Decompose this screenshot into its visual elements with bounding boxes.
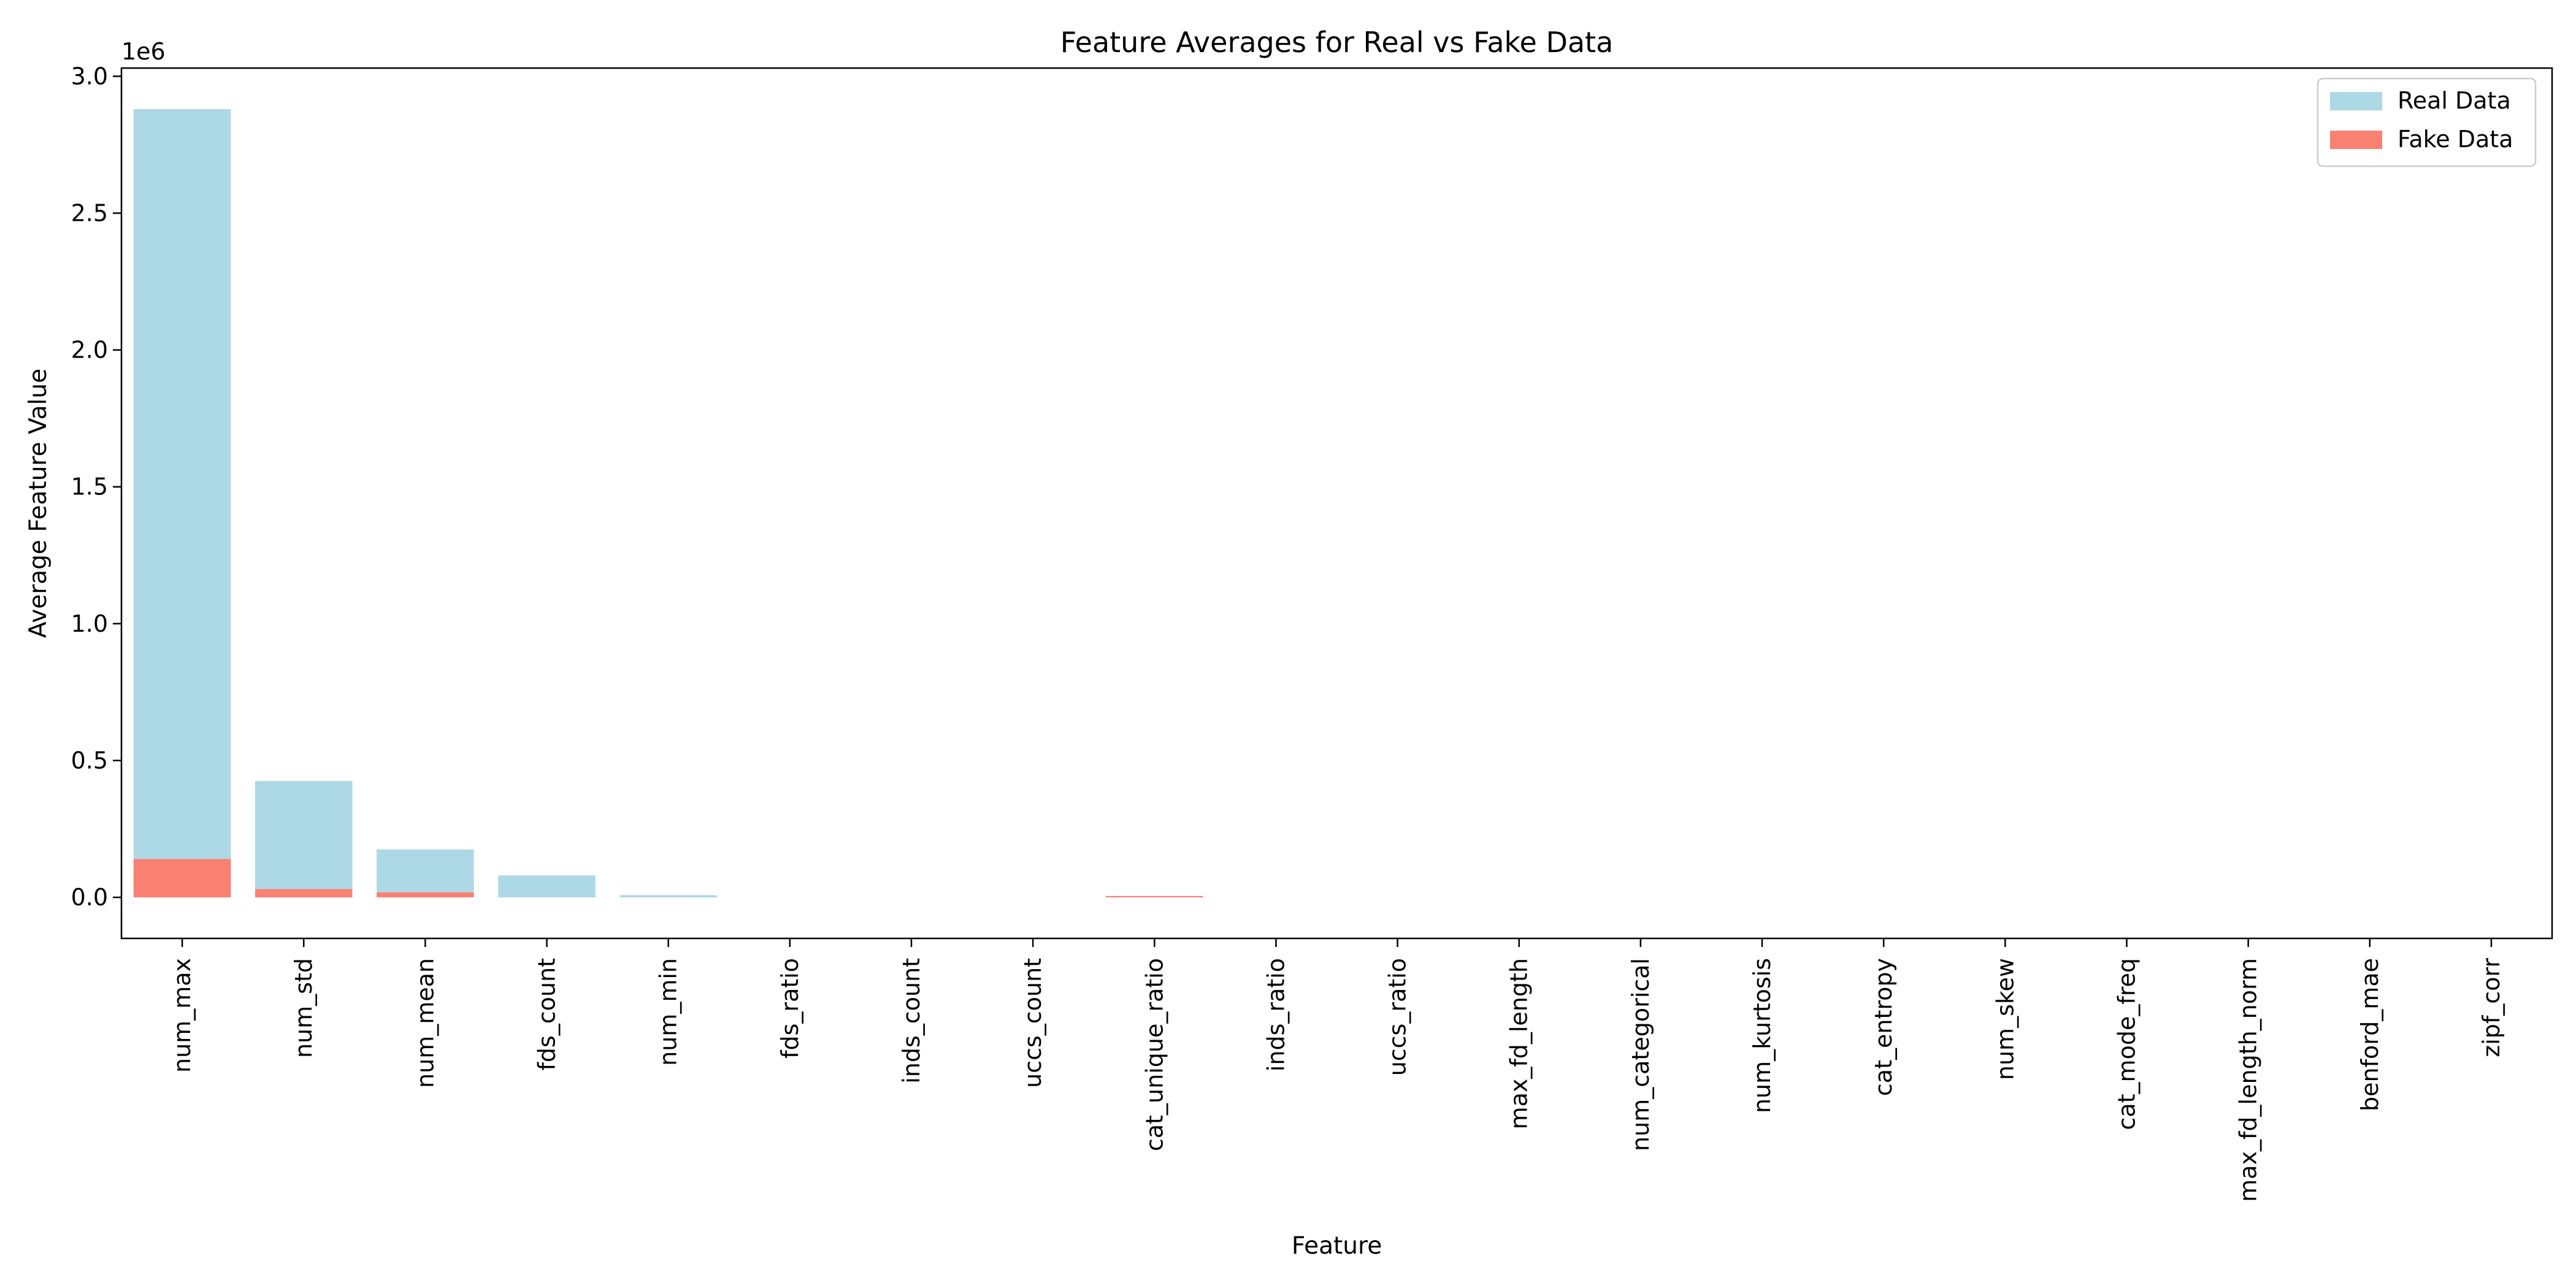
x-tick-label-cat-mode-freq: cat_mode_freq — [2113, 958, 2140, 1130]
x-tick-label-cat-unique-ratio: cat_unique_ratio — [1141, 958, 1168, 1151]
bar-real-data-num-min — [619, 895, 717, 898]
plot-frame — [120, 67, 2553, 940]
bar-fake-data-num-mean — [377, 892, 474, 898]
x-axis-label: Feature — [1292, 1232, 1382, 1260]
x-tick-label-inds-ratio: inds_ratio — [1262, 958, 1289, 1071]
y-tick-label: 1.0 — [71, 610, 108, 637]
x-tick-label-num-min: num_min — [655, 958, 682, 1066]
x-tick-label-inds-count: inds_count — [898, 958, 925, 1084]
bars-group — [133, 109, 1203, 898]
bar-real-data-fds-count — [498, 875, 596, 898]
y-tick-label: 0.5 — [71, 747, 108, 774]
x-tick-label-num-mean: num_mean — [412, 958, 439, 1088]
y-tick-label: 2.5 — [71, 200, 108, 227]
y-tick-label: 3.0 — [71, 63, 108, 90]
y-tick-label: 1.5 — [71, 473, 108, 500]
x-tick-label-benford-mae: benford_mae — [2356, 958, 2383, 1111]
x-tick-label-uccs-ratio: uccs_ratio — [1384, 958, 1411, 1076]
x-tick-label-max-fd-length-norm: max_fd_length_norm — [2235, 958, 2262, 1202]
x-tick-label-num-categorical: num_categorical — [1627, 958, 1654, 1151]
x-tick-label-cat-entropy: cat_entropy — [1870, 958, 1897, 1096]
legend-label: Real Data — [2398, 87, 2511, 114]
chart-title: Feature Averages for Real vs Fake Data — [1060, 26, 1614, 59]
bar-real-data-num-max — [133, 109, 231, 898]
x-tick-label-max-fd-length: max_fd_length — [1506, 958, 1533, 1129]
y-axis: 0.0 0.5 1.0 1.5 2.0 2.5 3.0 — [71, 63, 121, 911]
x-tick-label-num-std: num_std — [290, 958, 317, 1058]
bar-real-data-num-mean — [377, 849, 474, 898]
x-tick-label-fds-count: fds_count — [534, 958, 561, 1071]
x-tick-label-uccs-count: uccs_count — [1019, 958, 1046, 1088]
x-tick-label-num-kurtosis: num_kurtosis — [1749, 958, 1776, 1113]
y-tick-label: 2.0 — [71, 337, 108, 364]
bar-real-data-num-std — [255, 781, 353, 898]
bar-fake-data-cat-unique-ratio — [1106, 895, 1203, 898]
legend: Real Data Fake Data — [2317, 77, 2537, 167]
y-tick-label: 0.0 — [71, 884, 108, 911]
x-tick-label-num-max: num_max — [169, 958, 196, 1073]
x-tick-label-zipf-corr: zipf_corr — [2478, 958, 2505, 1057]
legend-swatch — [2330, 131, 2382, 149]
x-axis: num_max num_std num_mean fds_count num_min fd… — [169, 938, 2505, 1202]
legend-swatch — [2330, 92, 2382, 110]
x-tick-label-fds-ratio: fds_ratio — [776, 958, 803, 1059]
bar-fake-data-num-max — [133, 859, 231, 898]
x-tick-label-num-skew: num_skew — [1991, 958, 2018, 1080]
bar-fake-data-num-std — [255, 889, 353, 898]
y-scale-note: 1e6 — [121, 38, 166, 65]
y-axis-label: Average Feature Value — [25, 369, 52, 638]
legend-label: Fake Data — [2398, 126, 2513, 153]
